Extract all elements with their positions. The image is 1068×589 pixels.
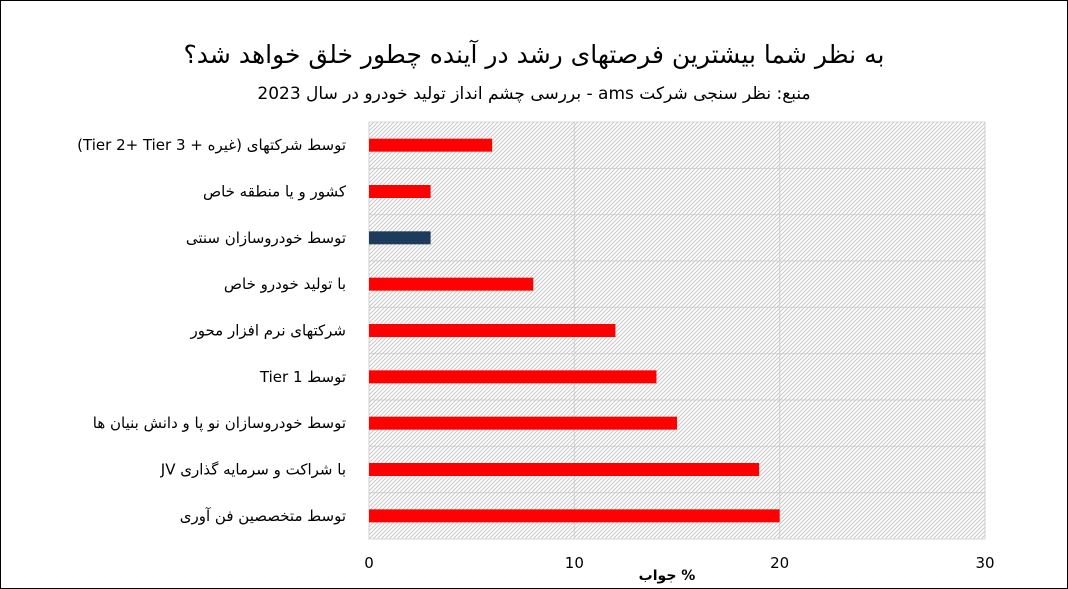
- tick-labels: 0 10 20 30: [364, 554, 994, 572]
- category-label: توسط متخصصین فن آوری: [180, 507, 346, 525]
- chart-title: به نظر شما بیشترین فرصتهای رشد در آینده …: [183, 40, 885, 69]
- category-label: توسط شرکتهای (غیره + Tier 2+ Tier 3): [77, 136, 346, 154]
- x-tick-label: 10: [565, 554, 584, 572]
- category-label: توسط Tier 1: [259, 368, 346, 386]
- x-tick-label: 30: [975, 554, 994, 572]
- category-label: با شراکت و سرمایه گذاری JV: [160, 461, 346, 479]
- category-label: کشور و یا منطقه خاص: [203, 183, 347, 201]
- bar: [369, 138, 493, 152]
- category-label: شرکتهای نرم افزار محور: [189, 322, 346, 340]
- x-tick-label: 20: [770, 554, 789, 572]
- bar: [369, 277, 534, 291]
- grid-lines: [368, 122, 986, 539]
- bar: [369, 185, 431, 198]
- bars: [369, 138, 780, 523]
- bar: [369, 509, 780, 523]
- category-label: با تولید خودرو خاص: [224, 275, 346, 293]
- bar: [369, 324, 616, 337]
- bar: [369, 231, 431, 245]
- bar: [369, 370, 657, 384]
- bar: [369, 416, 677, 430]
- chart-subtitle: منبع: نظر سنجی شرکت ams - بررسی چشم اندا…: [257, 84, 811, 104]
- category-label: توسط خودروسازان نو پا و دانش بنیان ها: [93, 414, 346, 433]
- bar: [369, 463, 760, 476]
- x-axis-title: % جواب: [639, 568, 696, 584]
- category-labels: توسط شرکتهای (غیره + Tier 2+ Tier 3) کشور…: [77, 136, 347, 525]
- x-tick-label: 0: [364, 554, 374, 572]
- category-label: توسط خودروسازان سنتی: [186, 229, 346, 247]
